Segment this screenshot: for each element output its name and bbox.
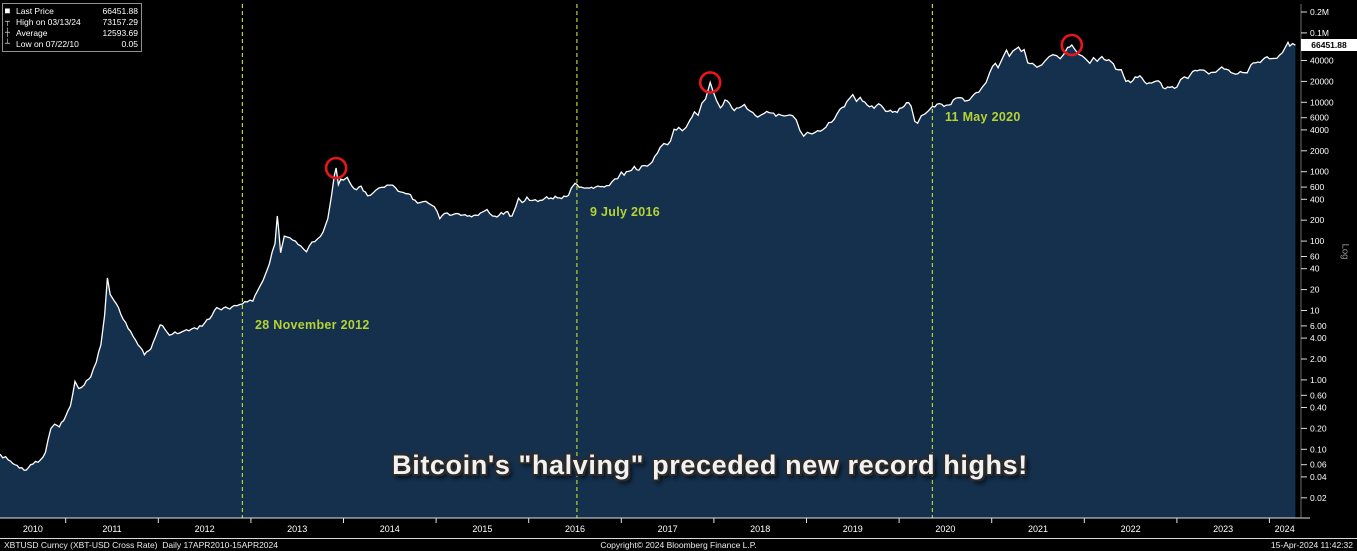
y-axis-label: 2.00 — [1310, 354, 1327, 364]
y-axis-label: 6.00 — [1310, 321, 1327, 331]
x-axis-year-label: 2023 — [1213, 524, 1233, 534]
x-axis-year-label: 2024 — [1275, 524, 1295, 534]
price-line — [0, 40, 1296, 471]
x-axis-year-label: 2019 — [843, 524, 863, 534]
halving-date-label-1: 9 July 2016 — [590, 205, 661, 219]
x-axis-year-label: 2021 — [1028, 524, 1048, 534]
y-axis-label: 40 — [1310, 264, 1320, 274]
y-axis-label: 200 — [1310, 215, 1324, 225]
y-axis-label: 4.00 — [1310, 333, 1327, 343]
x-axis-year-label: 2014 — [380, 524, 400, 534]
legend-row-3[interactable]: ┴ Low on 07/22/10 0.05 — [5, 38, 138, 49]
legend-row-1[interactable]: ┬ High on 03/13/24 73157.29 — [5, 16, 138, 27]
x-axis-year-label: 2018 — [750, 524, 770, 534]
legend-label: Last Price — [16, 5, 54, 16]
y-axis-label: 100 — [1310, 236, 1324, 246]
halving-date-label-0: 28 November 2012 — [255, 318, 370, 332]
x-axis-year-label: 2015 — [472, 524, 492, 534]
price-area-fill — [0, 42, 1296, 519]
y-axis-label: 0.60 — [1310, 390, 1327, 400]
status-bar: XBTUSD Curncy (XBT-USD Cross Rate) Daily… — [0, 538, 1357, 551]
legend-label: Low on 07/22/10 — [16, 38, 79, 49]
legend-row-0[interactable]: ■ Last Price 66451.88 — [5, 5, 138, 16]
average-marker-icon: ┼ — [5, 27, 10, 37]
x-axis-year-label: 2013 — [287, 524, 307, 534]
y-axis-label: 600 — [1310, 182, 1324, 192]
last-price-marker-icon: ■ — [5, 5, 10, 15]
legend-value: 73157.29 — [102, 16, 138, 27]
y-axis-label: 40000 — [1310, 56, 1334, 66]
y-axis-label: 20000 — [1310, 76, 1334, 86]
x-axis-year-label: 2011 — [102, 524, 121, 534]
legend-row-2[interactable]: ┼ Average 12593.69 — [5, 27, 138, 38]
x-axis-year-label: 2022 — [1121, 524, 1141, 534]
y-axis-label: 10 — [1310, 306, 1320, 316]
y-axis-label: 4000 — [1310, 125, 1329, 135]
chart-annotation-title: Bitcoin's "halving" preceded new record … — [392, 450, 1028, 480]
last-price-axis-tag: 66451.88 — [1301, 39, 1357, 51]
legend-value: 12593.69 — [102, 27, 138, 38]
ticker-info: XBTUSD Curncy (XBT-USD Cross Rate) Daily… — [4, 540, 278, 550]
y-axis-label: 0.10 — [1310, 444, 1327, 454]
y-axis-label: 20 — [1310, 285, 1320, 295]
x-axis-year-label: 2012 — [195, 524, 215, 534]
peak-circle-icon-0 — [324, 156, 348, 180]
y-axis-label: 60 — [1310, 252, 1320, 262]
y-axis-label: 0.20 — [1310, 423, 1327, 433]
peak-circle-icon-2 — [1060, 33, 1084, 57]
high-marker-icon: ┬ — [5, 16, 10, 26]
copyright-text: Copyright© 2024 Bloomberg Finance L.P. — [600, 540, 757, 550]
log-scale-label: Log — [1339, 243, 1351, 260]
legend-value: 0.05 — [121, 38, 138, 49]
y-axis-label: 0.2M — [1310, 7, 1329, 17]
low-marker-icon: ┴ — [5, 38, 10, 48]
halving-date-label-2: 11 May 2020 — [945, 110, 1021, 124]
y-axis-label: 10000 — [1310, 97, 1334, 107]
x-axis-year-label: 2016 — [565, 524, 585, 534]
y-axis-label: 1000 — [1310, 167, 1329, 177]
legend-label: High on 03/13/24 — [16, 16, 81, 27]
x-axis-year-label: 2020 — [935, 524, 955, 534]
y-axis-label: 0.04 — [1310, 472, 1327, 482]
y-axis-label: 0.02 — [1310, 493, 1327, 503]
x-axis-year-label: 2010 — [23, 524, 43, 534]
y-axis-label: 2000 — [1310, 146, 1329, 156]
y-axis-label: 0.40 — [1310, 403, 1327, 413]
y-axis-label: 6000 — [1310, 113, 1329, 123]
timestamp: 15-Apr-2024 11:42:32 — [1270, 540, 1353, 550]
y-axis-label: 1.00 — [1310, 375, 1327, 385]
x-axis-year-label: 2017 — [658, 524, 678, 534]
chart-legend[interactable]: ■ Last Price 66451.88 ┬ High on 03/13/24 7315… — [2, 3, 142, 52]
y-axis-label: 0.06 — [1310, 460, 1327, 470]
legend-label: Average — [16, 27, 48, 38]
y-axis-label: 400 — [1310, 194, 1324, 204]
legend-value: 66451.88 — [102, 5, 138, 16]
y-axis-label: 0.1M — [1310, 28, 1329, 38]
peak-circle-icon-1 — [698, 71, 722, 94]
